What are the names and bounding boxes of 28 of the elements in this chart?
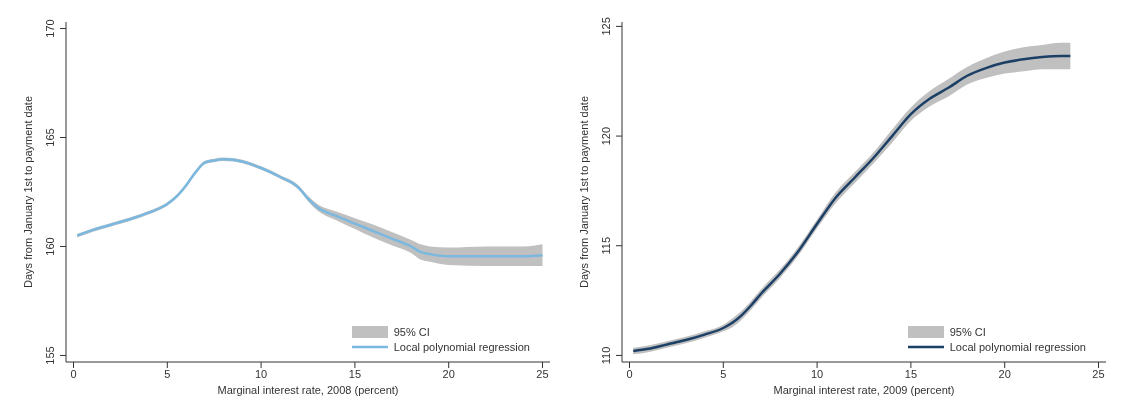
x-tick-label: 20 [442, 367, 455, 380]
x-axis-title: Marginal interest rate, 2008 (percent) [217, 384, 399, 396]
legend-label: Local polynomial regression [393, 341, 530, 353]
legend-label: Local polynomial regression [949, 341, 1086, 353]
y-tick-label: 160 [44, 237, 56, 256]
x-tick-label: 15 [904, 367, 918, 380]
x-tick-label: 0 [626, 367, 633, 380]
y-tick-label: 165 [44, 128, 56, 147]
y-tick-label: 110 [600, 346, 612, 365]
x-tick-label: 0 [70, 367, 77, 380]
annotation: 95% CI [393, 326, 430, 338]
y-tick-label: 115 [600, 236, 612, 255]
x-tick-label: 25 [536, 367, 549, 380]
y-tick-label: 170 [44, 19, 56, 38]
y-tick-label: 120 [600, 126, 612, 146]
x-tick-label: 25 [1092, 367, 1105, 380]
annotation: 95% CI [949, 326, 986, 338]
x-tick-label: 10 [810, 367, 824, 380]
y-axis-title: Days from January 1st to payment date [21, 96, 34, 288]
x-tick-label: 5 [720, 367, 727, 380]
y-tick-label: 125 [600, 17, 612, 36]
x-tick-label: 10 [254, 367, 268, 380]
x-tick-label: 5 [164, 367, 171, 380]
x-tick-label: 15 [348, 367, 362, 380]
y-tick-label: 155 [44, 346, 56, 365]
y-axis-title: Days from January 1st to payment date [577, 96, 590, 288]
x-tick-label: 20 [998, 367, 1011, 380]
x-axis-title: Marginal interest rate, 2009 (percent) [773, 384, 955, 396]
